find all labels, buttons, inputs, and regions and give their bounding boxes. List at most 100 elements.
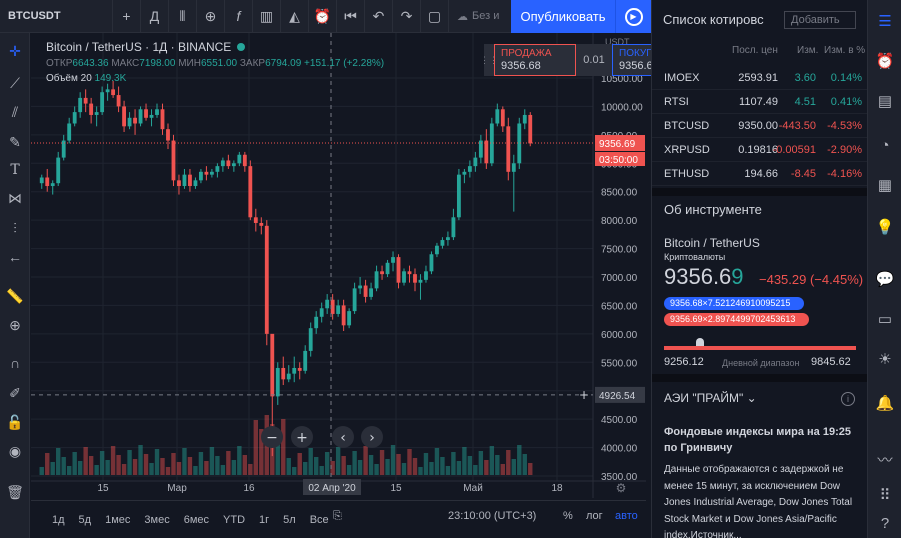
watchlist-row[interactable]: IMOEX 2593.91 3.60 0.14% bbox=[652, 66, 868, 90]
range-button[interactable]: 3мес bbox=[144, 513, 170, 526]
news-title[interactable]: Фондовые индексы мира на 19:25 по Гринви… bbox=[664, 426, 851, 454]
range-button[interactable]: 1д bbox=[52, 513, 65, 526]
pine-button[interactable]: 〰 bbox=[868, 444, 901, 474]
chat-icon: 💬 bbox=[875, 271, 895, 288]
chart-type-button[interactable]: ⫴ bbox=[169, 0, 197, 33]
zoom-out-button[interactable] bbox=[261, 426, 283, 448]
range-button[interactable]: 5д bbox=[78, 513, 92, 526]
fullscreen-button[interactable]: ▢ bbox=[421, 0, 449, 33]
undo-button[interactable]: ↶ bbox=[365, 0, 393, 33]
brush-icon: ✎ bbox=[9, 133, 21, 150]
play-button[interactable]: ▶ bbox=[615, 0, 651, 33]
lock-tool[interactable]: 🔓 bbox=[0, 410, 30, 434]
add-symbol-button[interactable]: + bbox=[113, 0, 141, 33]
range-button[interactable]: 6мес bbox=[183, 513, 210, 526]
ideas-button[interactable]: 💡 bbox=[868, 212, 901, 242]
alerts-panel-button[interactable]: ⏰ bbox=[868, 46, 901, 76]
calendar-button[interactable]: ▦ bbox=[868, 170, 901, 200]
financials-button[interactable]: ◭ bbox=[281, 0, 309, 33]
candle-body bbox=[446, 237, 450, 241]
pattern-tool[interactable]: ⋈ bbox=[0, 186, 30, 210]
crosshair-tool[interactable]: ✛ bbox=[0, 39, 30, 63]
hide-tool[interactable]: ◉ bbox=[0, 439, 30, 463]
range-button[interactable]: YTD bbox=[223, 513, 246, 526]
instrument-price: 9356.69 bbox=[664, 264, 744, 290]
delete-tool[interactable]: 🗑 bbox=[0, 480, 30, 504]
interval-button[interactable]: Д bbox=[141, 0, 169, 33]
hotlists-button[interactable]: ◔ bbox=[868, 130, 901, 160]
compare-button[interactable]: ⊕ bbox=[197, 0, 225, 33]
pie-icon: ◔ bbox=[880, 136, 890, 154]
chart-area[interactable]: 10500.0010000.009500.009000.008500.00800… bbox=[31, 33, 646, 498]
col-pct[interactable]: Изм. в % bbox=[824, 45, 866, 56]
zoom-in-button[interactable] bbox=[291, 426, 313, 448]
alert-button[interactable]: ⏰ bbox=[309, 0, 337, 33]
templates-button[interactable]: ▥ bbox=[253, 0, 281, 33]
stay-drawing-tool[interactable]: ✐ bbox=[0, 381, 30, 405]
notifications-button[interactable]: ☀ bbox=[868, 344, 901, 374]
chats-button[interactable]: 💬 bbox=[868, 264, 901, 294]
watchlist-header[interactable]: Список котировс bbox=[652, 0, 867, 38]
watchlist-row[interactable]: ETHUSD 194.66 -8.45 -4.16% bbox=[652, 162, 868, 186]
help-button[interactable]: ? bbox=[868, 508, 901, 538]
publish-button[interactable]: Опубликовать bbox=[511, 0, 615, 33]
watchlist-row[interactable]: BTCUSD 9350.00 -443.50 -4.53% bbox=[652, 114, 868, 138]
watchlist-row[interactable]: RTSI 1107.49 4.51 0.41% bbox=[652, 90, 868, 114]
price-last-digit: 9 bbox=[731, 264, 744, 289]
data-window-button[interactable]: ▤ bbox=[868, 86, 901, 116]
zoom-in-icon: ⊕ bbox=[9, 316, 21, 333]
range-button[interactable]: 1мес bbox=[105, 513, 131, 526]
volume-bar bbox=[242, 455, 248, 475]
scroll-left-button[interactable] bbox=[332, 426, 354, 448]
sell-button[interactable]: ПРОДАЖА 9356.68 bbox=[494, 44, 576, 76]
col-last[interactable]: Посл. цен bbox=[732, 45, 778, 56]
fib-tool[interactable]: ⫽ bbox=[0, 100, 30, 124]
clock-time[interactable]: 23:10:00 (UTC+3) bbox=[448, 510, 537, 522]
forecast-tool[interactable]: ⫶ bbox=[0, 216, 30, 240]
back-tool[interactable]: ← bbox=[0, 245, 30, 269]
candle-body bbox=[177, 180, 181, 187]
crosshair-icon: ✛ bbox=[9, 42, 21, 59]
candle-body bbox=[45, 177, 50, 187]
square-icon: ▢ bbox=[427, 7, 442, 24]
watchlist-panel-button[interactable]: ☰ bbox=[868, 6, 901, 36]
high-value: 7198.00 bbox=[139, 58, 176, 69]
grid-button[interactable]: ⠿ bbox=[868, 480, 901, 510]
news-source-label: АЭИ "ПРАЙМ" bbox=[664, 391, 744, 405]
add-symbol-input[interactable]: Добавить bbox=[784, 11, 856, 29]
volume-bar bbox=[143, 454, 149, 475]
day-low: 9256.12 bbox=[664, 356, 704, 368]
range-button[interactable]: 1г bbox=[259, 513, 270, 526]
info-icon[interactable]: i bbox=[841, 392, 855, 406]
symbol-search[interactable]: BTCUSDT bbox=[0, 0, 113, 33]
magnet-tool[interactable]: ∩ bbox=[0, 351, 30, 375]
ruler-tool[interactable]: 📏 bbox=[0, 284, 30, 308]
watchlist-row[interactable]: XRPUSD 0.19816 -0.00591 -2.90% bbox=[652, 138, 868, 162]
save-status[interactable]: ☁ Без и bbox=[449, 0, 507, 33]
news-source[interactable]: АЭИ "ПРАЙМ" ⌄ bbox=[664, 391, 757, 405]
range-button[interactable]: Все bbox=[309, 513, 329, 526]
trendline-tool[interactable]: ⟋ bbox=[0, 71, 30, 95]
streams-button[interactable]: ▭ bbox=[868, 304, 901, 334]
legend-title: Bitcoin / TetherUS · 1Д · BINANCE bbox=[46, 40, 384, 54]
col-chg[interactable]: Изм. bbox=[797, 45, 819, 56]
auto-toggle[interactable]: авто bbox=[615, 510, 638, 522]
range-button[interactable]: 5л bbox=[283, 513, 296, 526]
scroll-right-button[interactable] bbox=[361, 426, 383, 448]
alerts-bell-button[interactable]: 🔔 bbox=[868, 388, 901, 418]
goto-date-icon[interactable]: ⎘ bbox=[333, 510, 342, 522]
redo-button[interactable]: ↷ bbox=[393, 0, 421, 33]
text-tool[interactable]: T bbox=[0, 158, 30, 182]
settings-gear-icon[interactable]: ⚙ bbox=[616, 481, 627, 495]
volume-bar bbox=[248, 464, 253, 475]
widget-bar: ☰ ⏰ ▤ ◔ ▦ 💡 💬 ▭ ☀ 🔔 〰 ⠿ ? bbox=[867, 0, 901, 538]
calendar-icon: ▦ bbox=[877, 177, 893, 194]
drag-handle-icon[interactable]: ⋮⋮ bbox=[480, 44, 498, 76]
price-chart[interactable]: 10500.0010000.009500.009000.008500.00800… bbox=[31, 33, 646, 498]
log-toggle[interactable]: лог bbox=[586, 510, 603, 522]
replay-button[interactable]: ⏮ bbox=[337, 0, 365, 33]
percent-toggle[interactable]: % bbox=[563, 510, 573, 522]
zoom-tool[interactable]: ⊕ bbox=[0, 313, 30, 337]
indicators-button[interactable]: f bbox=[225, 0, 253, 33]
brush-tool[interactable]: ✎ bbox=[0, 130, 30, 154]
